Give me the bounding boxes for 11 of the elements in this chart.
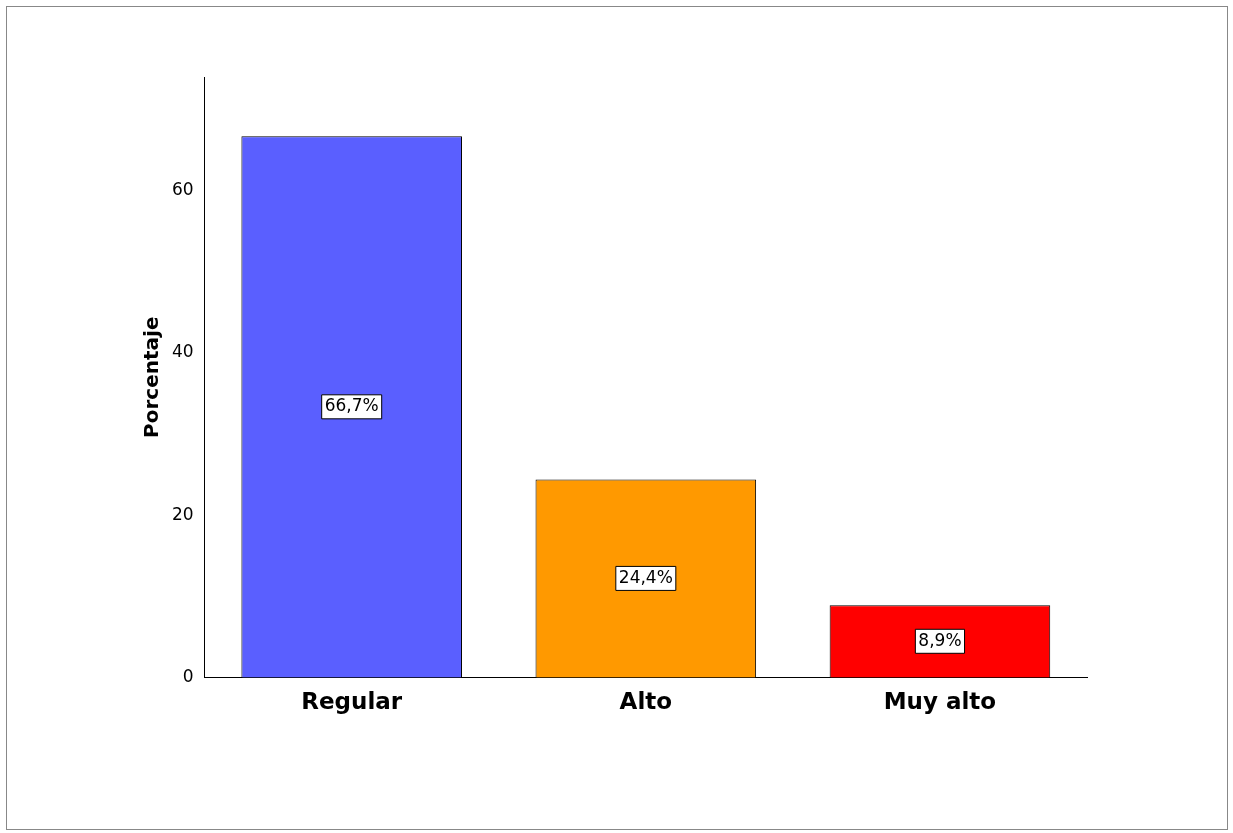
y-tick-label: 60 — [171, 179, 194, 200]
data-label: 8,9% — [918, 629, 962, 650]
x-tick-label: Regular — [301, 688, 403, 715]
y-tick-label: 0 — [182, 665, 194, 686]
x-tick-label: Muy alto — [883, 688, 997, 715]
y-axis-title: Porcentaje — [139, 316, 164, 438]
data-label: 66,7% — [324, 395, 379, 416]
y-tick-label: 20 — [171, 503, 194, 524]
data-label: 24,4% — [618, 566, 673, 587]
y-tick-label: 40 — [171, 341, 194, 362]
x-tick-label: Alto — [619, 688, 673, 715]
